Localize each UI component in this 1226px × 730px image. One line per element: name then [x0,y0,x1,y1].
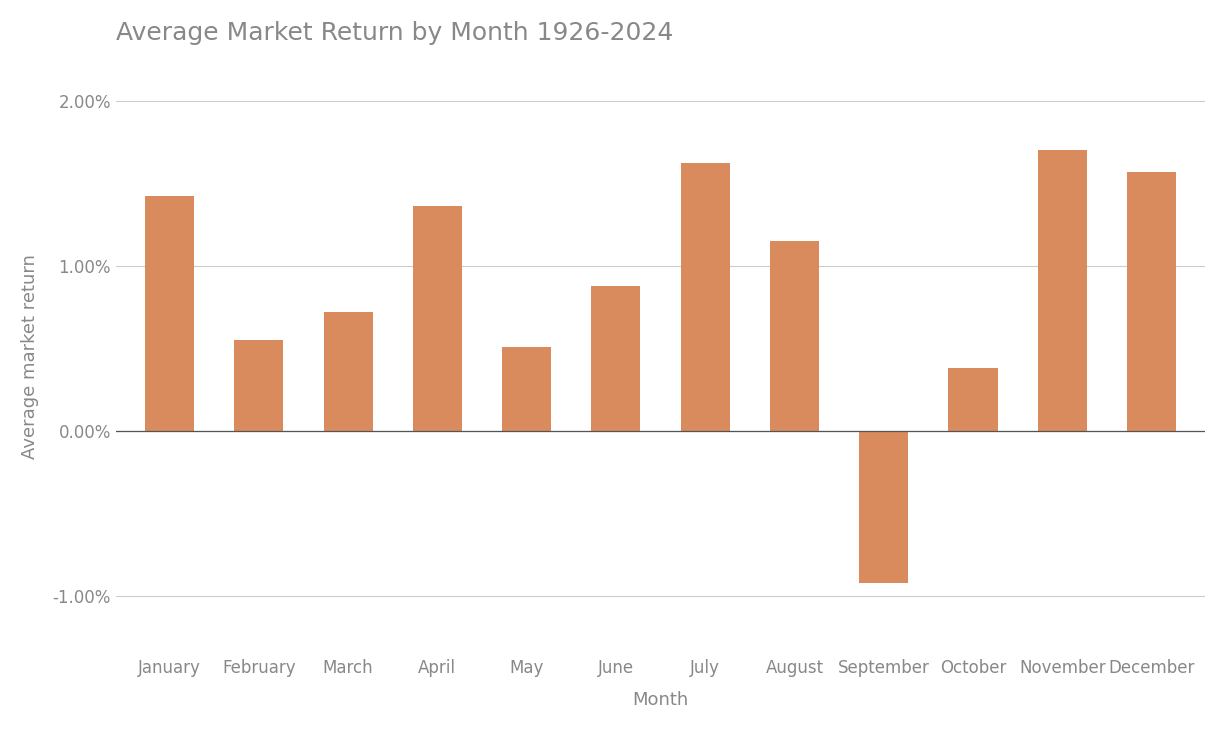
X-axis label: Month: Month [633,691,689,709]
Bar [680,164,729,431]
Y-axis label: Average market return: Average market return [21,254,39,459]
Bar [145,196,194,431]
Bar [234,340,283,431]
Bar [770,241,819,431]
Text: Average Market Return by Month 1926-2024: Average Market Return by Month 1926-2024 [116,21,673,45]
Bar [859,431,908,583]
Bar [591,285,640,431]
Bar [413,207,462,431]
Bar [949,368,998,431]
Bar [1037,150,1087,431]
Bar [324,312,373,431]
Bar [503,347,552,431]
Bar [1127,172,1176,431]
